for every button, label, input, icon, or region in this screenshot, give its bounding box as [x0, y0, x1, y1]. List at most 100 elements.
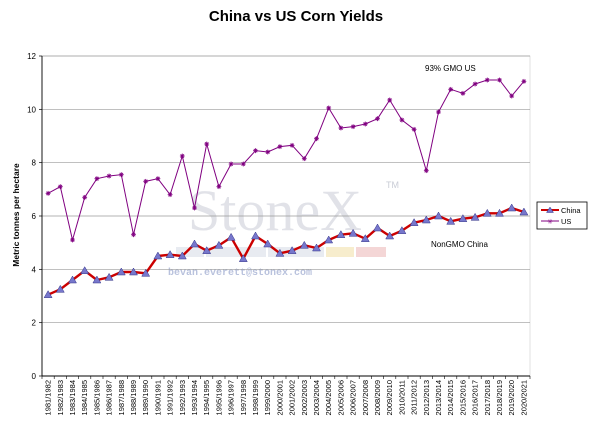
x-tick-labels: 1981/1982 1982/1983 1983/1984 1984/1985 1985…: [44, 380, 529, 415]
x-tick-label: 2012/2013: [422, 380, 431, 415]
x-tick-label: 1997/1998: [239, 380, 248, 415]
us-point: [143, 178, 149, 184]
us-point-stroke: [107, 174, 112, 178]
us-point: [497, 77, 502, 83]
chart-title: China vs US Corn Yields: [209, 8, 383, 25]
china-point: [507, 203, 517, 212]
y-tick-labels: 0 2 4 6 8 10 12: [27, 52, 36, 381]
us-point: [106, 173, 112, 179]
us-point: [57, 184, 63, 190]
series-china: [43, 203, 529, 298]
china-point: [458, 214, 468, 222]
y-tick-label: 4: [32, 265, 37, 274]
china-point: [214, 240, 224, 249]
x-tick-label: 2009/2010: [385, 380, 394, 415]
us-point: [375, 116, 380, 122]
us-point: [362, 121, 368, 127]
us-point-stroke: [363, 122, 368, 126]
us-point: [387, 97, 393, 103]
china-point: [251, 231, 260, 240]
us-point: [448, 86, 454, 92]
x-tick-label: 1995/1996: [214, 380, 223, 415]
us-point-stroke: [338, 126, 343, 130]
x-tick-label: 1990/1991: [153, 380, 162, 415]
legend-us-label: US: [561, 217, 571, 226]
gridlines: [41, 55, 531, 377]
us-point: [265, 149, 271, 155]
us-point-stroke: [241, 162, 246, 166]
us-point-stroke: [521, 79, 526, 84]
series-us: [45, 77, 527, 243]
x-tick-label: 2001/2002: [288, 380, 297, 415]
china-point: [446, 216, 456, 225]
x-tick-label: 1983/1984: [68, 380, 77, 415]
legend-us-marker: ✳: [547, 218, 553, 226]
us-point-stroke: [351, 124, 356, 129]
x-tick-label: 1989/1990: [141, 380, 150, 415]
us-point: [253, 148, 258, 154]
x-tick-label: 2008/2009: [373, 380, 382, 415]
us-point: [314, 136, 319, 142]
us-point-stroke: [119, 172, 124, 177]
us-point: [521, 78, 527, 84]
x-tick-label: 2018/2019: [495, 380, 504, 415]
china-point: [495, 208, 504, 217]
us-point-stroke: [509, 94, 514, 98]
us-point-stroke: [58, 184, 63, 189]
x-tick-label: 2013/2014: [434, 380, 443, 415]
annotation-gmo-us: 93% GMO US: [425, 64, 476, 73]
us-point-stroke: [253, 148, 258, 153]
us-point-stroke: [192, 206, 197, 210]
watermark-brand: StoneX: [188, 178, 362, 243]
us-point-stroke: [131, 232, 136, 237]
series-us-line: [47, 79, 525, 241]
us-point-stroke: [424, 168, 429, 173]
x-tick-label: 1998/1999: [251, 380, 260, 415]
us-point: [94, 176, 100, 182]
y-axis-label: Metric tonnes per hectare: [11, 163, 21, 267]
x-tick-label: 2003/2004: [312, 380, 321, 415]
x-tick-label: 2006/2007: [349, 380, 358, 415]
us-point: [277, 144, 283, 150]
x-tick-label: 1991/1992: [166, 380, 175, 415]
legend: China ✳ US: [536, 201, 588, 230]
x-tick-label: 1981/1982: [44, 380, 53, 415]
china-point: [153, 251, 163, 260]
x-tick-label: 1994/1995: [202, 380, 211, 415]
us-point-stroke: [399, 118, 404, 122]
us-point: [436, 109, 441, 115]
x-tick-label: 1982/1983: [56, 380, 65, 415]
x-tick-label: 2010/2011: [397, 380, 406, 415]
us-point: [399, 117, 405, 123]
us-point: [204, 141, 210, 147]
us-point-stroke: [180, 154, 185, 158]
us-point: [155, 176, 161, 182]
china-point: [299, 240, 309, 249]
watermark-trademark: TM: [386, 180, 399, 190]
watermark: StoneX TM bevan.everett@stonex.com: [168, 178, 399, 279]
us-point: [179, 153, 185, 159]
watermark-email: bevan.everett@stonex.com: [168, 267, 312, 279]
china-point: [519, 207, 529, 216]
china-point: [68, 275, 77, 284]
us-point-stroke: [436, 110, 441, 114]
us-point-stroke: [216, 184, 221, 189]
axes: [39, 55, 531, 379]
us-point-stroke: [94, 176, 99, 181]
legend-box: [536, 201, 588, 230]
us-point: [423, 168, 429, 174]
y-tick-label: 2: [32, 319, 37, 328]
china-point: [470, 212, 480, 221]
china-point: [165, 250, 175, 258]
us-point-stroke: [460, 91, 465, 96]
us-point: [484, 77, 490, 83]
us-point: [472, 81, 478, 87]
china-point: [190, 239, 199, 248]
us-point: [326, 105, 332, 111]
us-point-stroke: [448, 87, 453, 92]
china-point: [397, 226, 407, 234]
china-point: [482, 208, 492, 217]
x-tick-label: 2016/2017: [471, 380, 480, 415]
